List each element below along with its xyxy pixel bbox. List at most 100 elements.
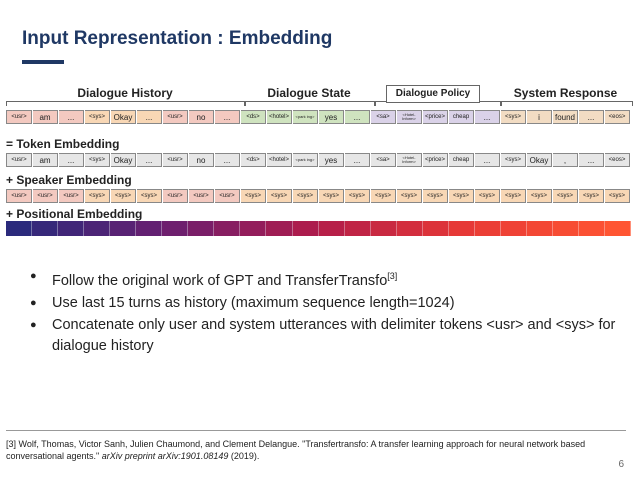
page-number: 6 [618, 459, 624, 470]
token-cell: <park ing> [293, 153, 318, 167]
input-cell: am [33, 110, 58, 124]
speaker-cell: <sys> [605, 189, 630, 203]
positional-cell [448, 221, 475, 236]
speaker-cell: <sys> [449, 189, 474, 203]
input-cell: <sys> [85, 110, 110, 124]
input-cell: ... [137, 110, 162, 124]
speaker-cell: <sys> [241, 189, 266, 203]
token-cell: <eos> [605, 153, 630, 167]
token-cell: ... [137, 153, 162, 167]
token-cell: Okay [527, 153, 552, 167]
input-token-row: <usr> am... <sys> Okay... <usr> no... <ds> <hot… [6, 110, 631, 124]
speaker-cell: <sys> [553, 189, 578, 203]
positional-cell [162, 221, 189, 236]
positional-cell [579, 221, 606, 236]
token-embedding-label: = Token Embedding [6, 137, 120, 151]
bullet-1-text: Follow the original work of GPT and Tran… [52, 272, 388, 289]
token-cell: <Hotel-Inform> [397, 153, 422, 167]
positional-cell [58, 221, 85, 236]
positional-cell [605, 221, 632, 236]
positional-cell [370, 221, 397, 236]
positional-cell [32, 221, 59, 236]
input-cell: <usr> [163, 110, 188, 124]
input-cell: <park ing> [293, 110, 318, 124]
input-cell: Okay [111, 110, 136, 124]
token-cell: <usr> [6, 153, 32, 167]
input-cell: yes [319, 110, 344, 124]
speaker-cell: <usr> [189, 189, 214, 203]
token-cell: <usr> [163, 153, 188, 167]
token-cell: ... [345, 153, 370, 167]
speaker-cell: <sys> [501, 189, 526, 203]
input-cell: <price> [423, 110, 448, 124]
token-cell: <sys> [501, 153, 526, 167]
input-cell: <usr> [6, 110, 32, 124]
bracket-system-response [500, 101, 633, 106]
speaker-cell: <sys> [137, 189, 162, 203]
positional-cell [396, 221, 423, 236]
bullet-item-3: Concatenate only user and system utteran… [30, 315, 620, 357]
speaker-cell: <sys> [85, 189, 110, 203]
positional-cell [318, 221, 345, 236]
positional-cell [214, 221, 241, 236]
input-cell: <hotel> [267, 110, 292, 124]
footnote-ref-text: [3] Wolf, Thomas, Victor Sanh, Julien Ch… [6, 439, 586, 461]
token-cell: yes [319, 153, 344, 167]
input-cell: i [527, 110, 552, 124]
positional-embedding-bar [6, 221, 632, 236]
speaker-cell: <sys> [345, 189, 370, 203]
speaker-cell: <usr> [215, 189, 240, 203]
positional-cell [188, 221, 215, 236]
positional-cell [500, 221, 527, 236]
title-underline [22, 60, 64, 64]
positional-cell [474, 221, 501, 236]
token-cell: cheap [449, 153, 474, 167]
header-dialogue-history: Dialogue History [77, 86, 173, 100]
positional-cell [292, 221, 319, 236]
input-cell: ... [59, 110, 84, 124]
positional-cell [110, 221, 137, 236]
token-cell: <ds> [241, 153, 266, 167]
speaker-cell: <sys> [319, 189, 344, 203]
header-dialogue-state: Dialogue State [267, 86, 351, 100]
speaker-cell: <usr> [163, 189, 188, 203]
positional-cell [552, 221, 580, 236]
positional-embedding-label: + Positional Embedding [6, 207, 143, 221]
footnote-journal: arXiv preprint arXiv:1901.08149 [101, 451, 229, 461]
input-cell: ... [345, 110, 370, 124]
speaker-embedding-row: <usr> <usr> <usr> <sys> <sys> <sys> <usr> <usr>… [6, 189, 631, 203]
token-cell: , [553, 153, 578, 167]
input-cell: <sys> [501, 110, 526, 124]
slide-title: Input Representation : Embedding [22, 28, 333, 49]
speaker-cell: <sys> [423, 189, 448, 203]
token-cell: Okay [111, 153, 136, 167]
footnote-year: (2019). [228, 451, 260, 461]
token-embedding-row: <usr> am... <sys> Okay... <usr> no... <ds> <hot… [6, 153, 631, 167]
positional-cell [84, 221, 111, 236]
speaker-cell: <sys> [579, 189, 604, 203]
input-cell: no [189, 110, 214, 124]
footnote-divider [6, 430, 626, 431]
positional-cell [136, 221, 163, 236]
footnote: [3] Wolf, Thomas, Victor Sanh, Julien Ch… [6, 438, 606, 462]
speaker-cell: <sys> [475, 189, 500, 203]
input-cell: ... [579, 110, 604, 124]
header-system-response: System Response [513, 86, 618, 100]
speaker-cell: <sys> [111, 189, 136, 203]
positional-cell [526, 221, 553, 236]
speaker-cell: <usr> [59, 189, 84, 203]
bullet-item-1: Follow the original work of GPT and Tran… [30, 266, 620, 292]
token-cell: ... [579, 153, 604, 167]
positional-cell [344, 221, 371, 236]
speaker-cell: <usr> [33, 189, 58, 203]
input-cell: <sa> [371, 110, 396, 124]
speaker-cell: <usr> [6, 189, 32, 203]
bullet-1-ref: [3] [387, 271, 398, 281]
token-cell: <sys> [85, 153, 110, 167]
speaker-cell: <sys> [371, 189, 396, 203]
input-cell: <Hotel-Inform> [397, 110, 422, 124]
input-cell: ... [475, 110, 500, 124]
token-cell: ... [215, 153, 240, 167]
token-cell: ... [59, 153, 84, 167]
speaker-embedding-label: + Speaker Embedding [6, 173, 132, 187]
